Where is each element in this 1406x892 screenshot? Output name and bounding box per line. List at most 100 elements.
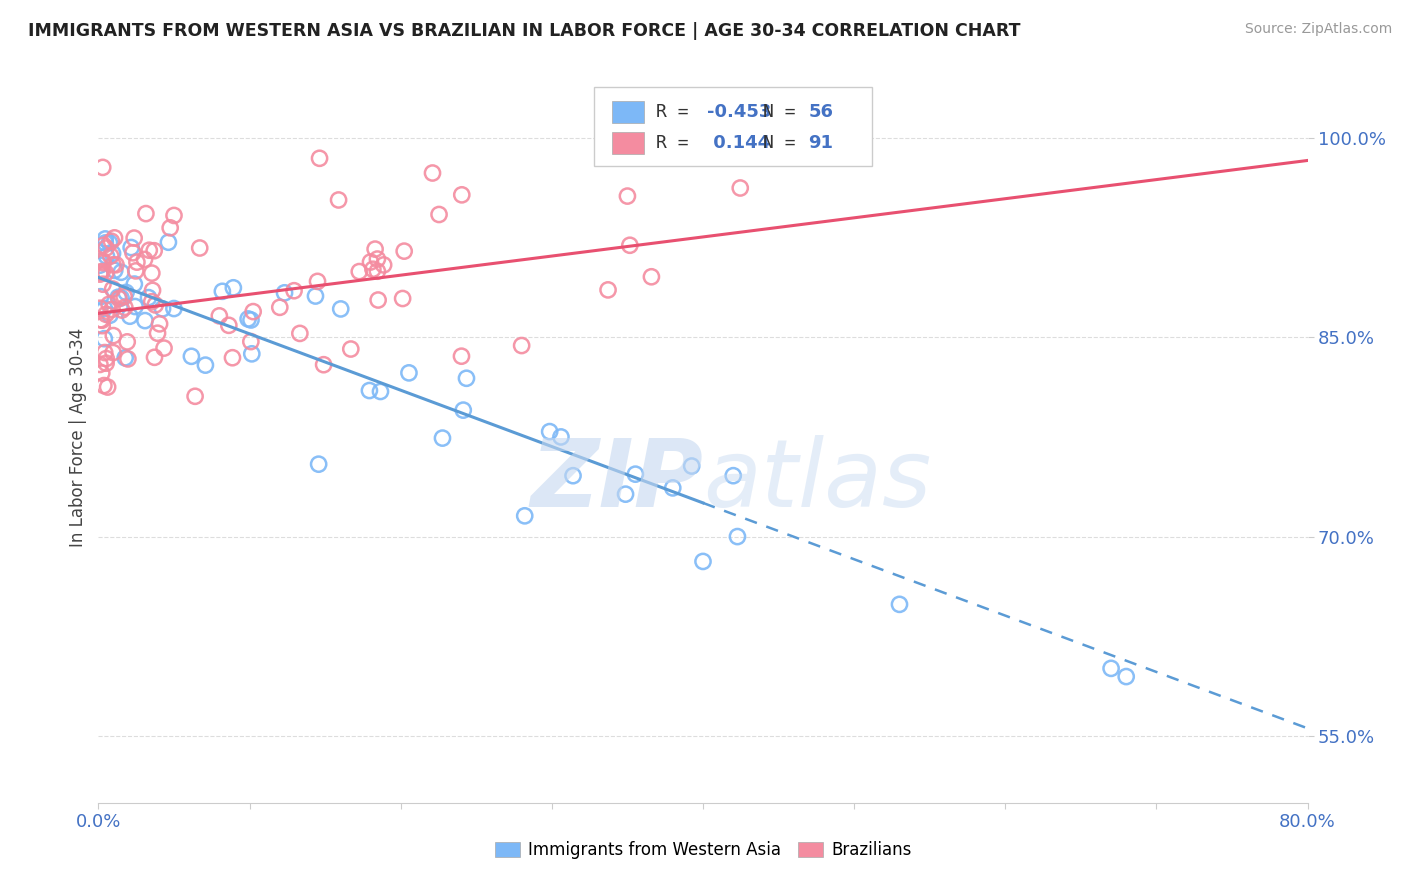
Point — [184, 389, 207, 403]
Point — [188, 241, 211, 255]
Point — [120, 240, 142, 254]
Point — [208, 309, 231, 323]
Point — [146, 326, 169, 341]
Point — [398, 366, 420, 380]
Point — [103, 231, 125, 245]
FancyBboxPatch shape — [613, 132, 644, 154]
Point — [91, 277, 114, 292]
Point — [328, 193, 350, 207]
Point — [304, 289, 326, 303]
Point — [118, 310, 141, 324]
Point — [422, 166, 444, 180]
Text: IMMIGRANTS FROM WESTERN ASIA VS BRAZILIAN IN LABOR FORCE | AGE 30-34 CORRELATION: IMMIGRANTS FROM WESTERN ASIA VS BRAZILIA… — [28, 22, 1021, 40]
Point — [727, 530, 749, 544]
Y-axis label: In Labor Force | Age 30-34: In Labor Force | Age 30-34 — [69, 327, 87, 547]
Point — [288, 326, 311, 341]
Point — [94, 232, 117, 246]
Point — [538, 425, 561, 439]
Point — [640, 269, 662, 284]
Point — [115, 285, 138, 300]
Point — [432, 431, 454, 445]
FancyBboxPatch shape — [613, 102, 644, 123]
Point — [283, 284, 305, 298]
Point — [138, 291, 160, 305]
Text: -0.453: -0.453 — [707, 103, 770, 121]
Point — [143, 351, 166, 365]
Point — [391, 292, 413, 306]
Point — [91, 256, 114, 270]
Point — [97, 380, 120, 394]
Legend: Immigrants from Western Asia, Brazilians: Immigrants from Western Asia, Brazilians — [486, 833, 920, 868]
Point — [143, 298, 166, 312]
Point — [366, 264, 388, 278]
Point — [91, 253, 114, 268]
Point — [96, 249, 118, 263]
Point — [125, 264, 148, 278]
Point — [240, 313, 263, 327]
Point — [134, 252, 156, 267]
Point — [308, 457, 330, 471]
Point — [108, 292, 131, 306]
Text: ZIP: ZIP — [530, 435, 703, 527]
Point — [614, 487, 637, 501]
Point — [163, 301, 186, 316]
Point — [94, 356, 117, 370]
Point — [90, 366, 112, 380]
Point — [312, 358, 335, 372]
Point — [427, 207, 450, 221]
Point — [221, 351, 243, 365]
Point — [562, 468, 585, 483]
Point — [222, 281, 245, 295]
Point — [100, 234, 122, 248]
Point — [122, 231, 145, 245]
Point — [101, 282, 124, 296]
Point — [101, 246, 124, 260]
Point — [308, 151, 330, 165]
Point — [122, 245, 145, 260]
Point — [359, 384, 381, 398]
Point — [361, 262, 384, 277]
FancyBboxPatch shape — [595, 87, 872, 167]
Point — [450, 349, 472, 363]
Point — [103, 328, 125, 343]
Point — [94, 307, 117, 321]
Point — [141, 284, 163, 298]
Text: atlas: atlas — [703, 435, 931, 526]
Point — [360, 255, 382, 269]
Point — [100, 249, 122, 263]
Point — [240, 347, 263, 361]
Point — [340, 342, 363, 356]
Point — [269, 301, 291, 315]
Text: N =: N = — [763, 103, 807, 121]
Point — [107, 290, 129, 304]
Point — [273, 285, 295, 300]
Point — [153, 341, 176, 355]
Text: 0.144: 0.144 — [707, 134, 769, 152]
Point — [364, 242, 387, 256]
Text: N =: N = — [763, 134, 807, 152]
Point — [451, 403, 474, 417]
Point — [135, 206, 157, 220]
Point — [105, 258, 128, 272]
Point — [134, 313, 156, 327]
Point — [125, 255, 148, 269]
Point — [242, 304, 264, 318]
Point — [93, 332, 115, 346]
Point — [124, 277, 146, 291]
Point — [550, 430, 572, 444]
Point — [392, 244, 415, 259]
Point — [93, 345, 115, 359]
Point — [624, 467, 647, 482]
Point — [723, 468, 745, 483]
Point — [91, 161, 114, 175]
Point — [152, 301, 174, 316]
Point — [367, 293, 389, 307]
Point — [349, 264, 371, 278]
Text: 91: 91 — [808, 134, 834, 152]
Point — [117, 351, 139, 366]
Text: 56: 56 — [808, 103, 834, 121]
Point — [211, 285, 233, 299]
Point — [110, 291, 132, 305]
Point — [366, 252, 388, 266]
Point — [194, 358, 217, 372]
